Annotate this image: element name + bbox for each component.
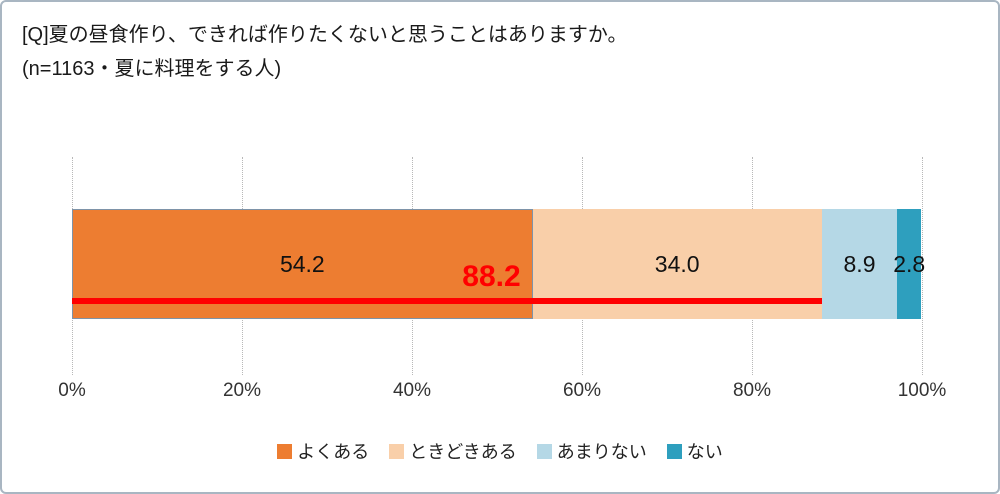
segment-value-label: 8.9 (843, 250, 876, 277)
legend-item-ときどきある: ときどきある (389, 438, 517, 464)
legend-label: ない (686, 442, 723, 462)
segment-value-label: 2.8 (893, 250, 926, 277)
legend-swatch (277, 443, 293, 459)
x-tick-label: 60% (562, 380, 602, 401)
x-tick-label: 40% (392, 380, 432, 401)
x-tick-label: 80% (732, 380, 772, 401)
legend-label: ときどきある (409, 442, 517, 462)
gridline (922, 157, 923, 375)
legend-swatch (666, 443, 682, 459)
segment-value-label: 54.2 (279, 250, 325, 277)
legend-item-ない: ない (666, 438, 723, 464)
x-tick-label: 100% (897, 380, 947, 401)
chart-title: [Q]夏の昼食作り、できれば作りたくないと思うことはありますか。 (22, 24, 628, 46)
chart-header: [Q]夏の昼食作り、できれば作りたくないと思うことはありますか。 (n=1163… (22, 18, 627, 86)
x-axis-ticks: 0% 20% 40% 60% 80% 100% (58, 380, 946, 406)
chart-subtitle: (n=1163・夏に料理をする人) (22, 58, 282, 80)
legend-item-よくある: よくある (277, 438, 369, 464)
x-tick-label: 0% (58, 380, 86, 401)
legend: よくある ときどきある あまりない ない (2, 438, 998, 464)
bar-segment-あまりない: 8.9 (821, 209, 898, 319)
bar-segment-ない: 2.8 (893, 209, 925, 319)
segment-value-label: 34.0 (654, 250, 700, 277)
legend-label: あまりない (556, 442, 647, 462)
x-tick-label: 20% (222, 380, 262, 401)
target-line (72, 298, 822, 304)
target-value-label: 88.2 (462, 260, 521, 293)
legend-label: よくある (297, 442, 370, 462)
legend-swatch (389, 443, 405, 459)
legend-item-あまりない: あまりない (536, 438, 647, 464)
legend-swatch (536, 443, 552, 459)
stacked-bar: 88.2 54.2 34.0 8.9 2.8 (72, 209, 925, 319)
